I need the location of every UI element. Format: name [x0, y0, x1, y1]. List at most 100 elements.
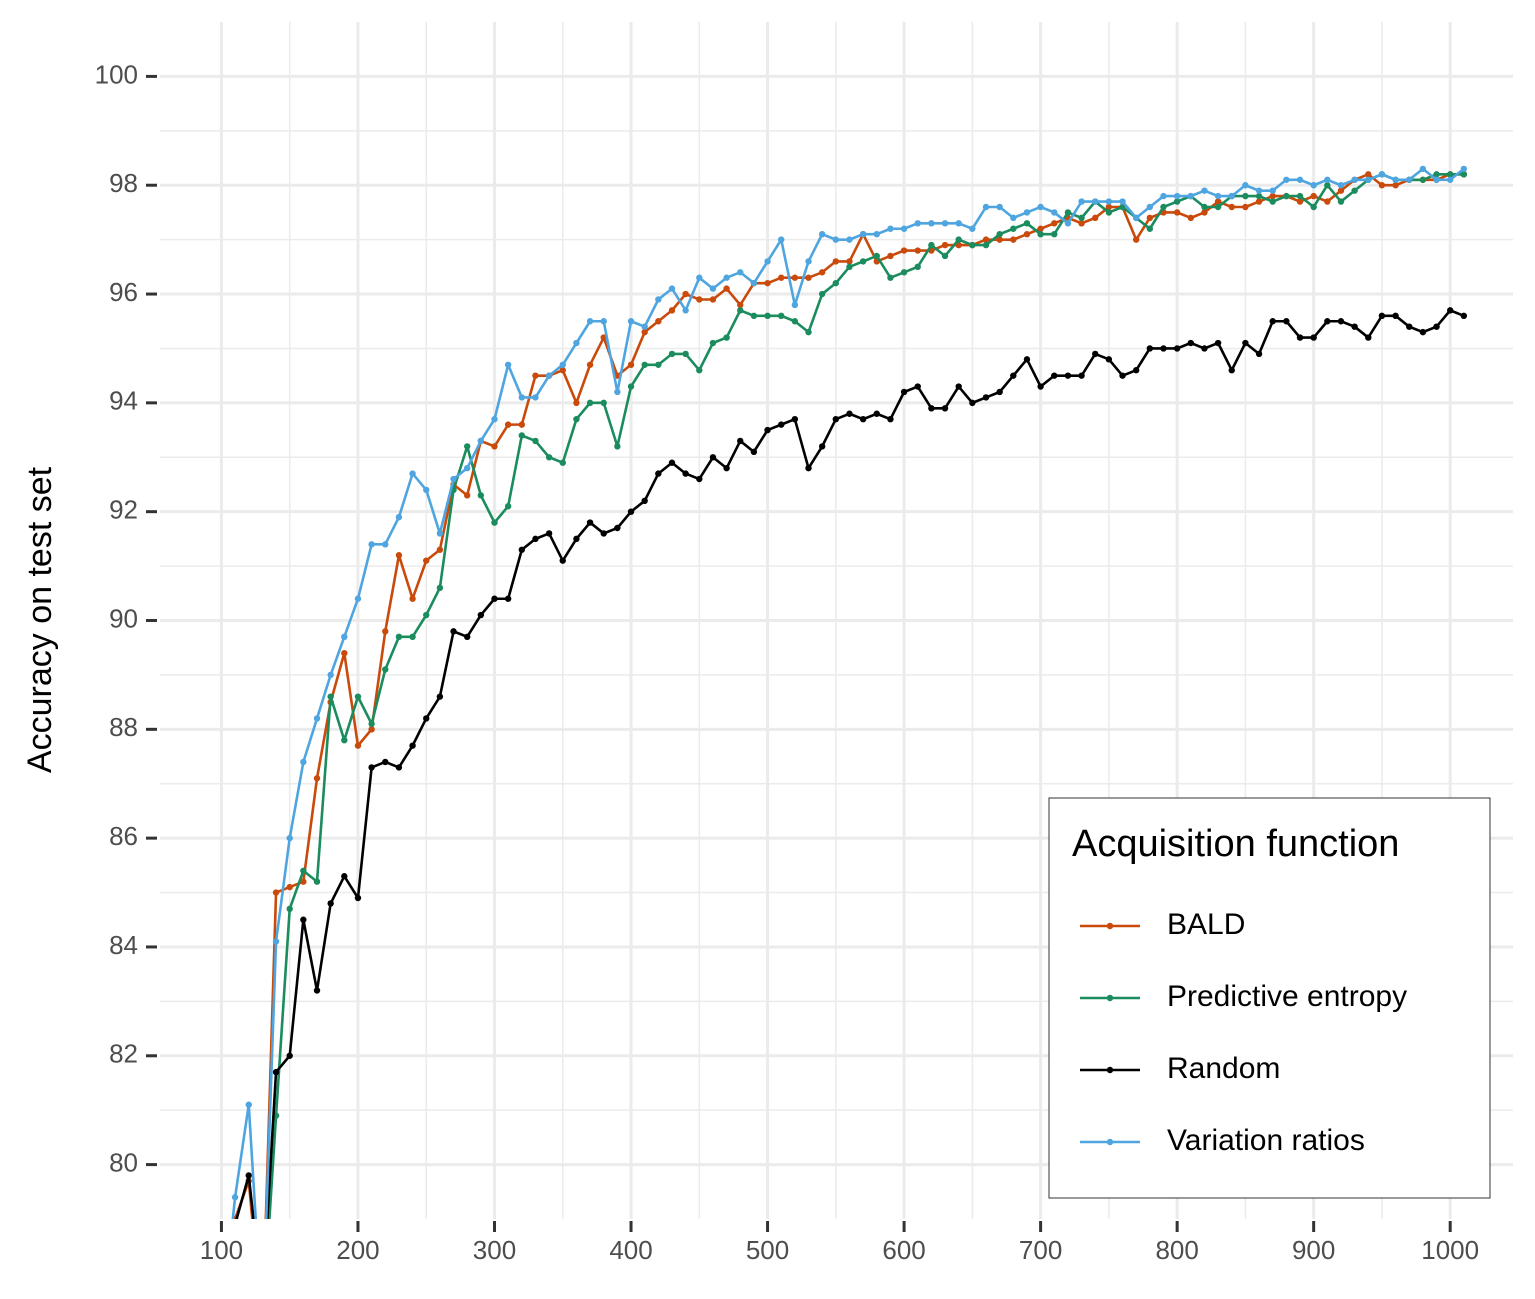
data-point: [1051, 372, 1058, 379]
data-point: [436, 546, 444, 553]
data-point: [1132, 367, 1140, 374]
data-point: [805, 258, 812, 265]
data-point: [641, 328, 648, 336]
data-point: [764, 258, 771, 265]
data-point: [1255, 350, 1263, 358]
data-point: [1460, 312, 1468, 320]
data-point: [1460, 171, 1468, 178]
data-point: [423, 715, 430, 722]
data-point: [559, 459, 566, 466]
data-point: [1051, 209, 1058, 216]
data-point: [341, 649, 348, 657]
data-point: [1037, 225, 1044, 232]
data-point: [1105, 356, 1113, 363]
data-point: [586, 318, 594, 325]
x-tick-label: 800: [1155, 1235, 1198, 1265]
x-tick-label: 900: [1292, 1235, 1335, 1265]
data-point: [614, 524, 621, 532]
data-point: [327, 900, 334, 907]
data-point: [627, 508, 635, 515]
data-point: [395, 552, 403, 559]
data-point: [791, 415, 799, 423]
data-point: [463, 464, 471, 472]
data-point: [300, 758, 307, 766]
data-point: [955, 383, 962, 390]
data-point: [1187, 214, 1194, 222]
data-point: [682, 290, 689, 298]
data-point: [1269, 198, 1276, 205]
data-point: [1146, 203, 1154, 211]
data-point: [914, 220, 921, 227]
data-point: [996, 203, 1003, 211]
data-point: [1365, 171, 1372, 178]
data-point: [1201, 187, 1208, 194]
data-point: [941, 252, 949, 260]
data-point: [1023, 209, 1031, 216]
data-point: [1105, 203, 1113, 211]
data-point: [1255, 198, 1263, 205]
data-point: [696, 296, 703, 303]
data-point: [1283, 318, 1290, 325]
data-point: [368, 541, 375, 548]
data-point: [900, 269, 908, 276]
data-point: [818, 290, 826, 298]
data-point: [1310, 192, 1317, 200]
x-tick-label: 200: [336, 1235, 379, 1265]
data-point: [805, 274, 812, 281]
data-point: [614, 443, 621, 450]
data-point: [750, 279, 758, 287]
data-point: [1173, 209, 1181, 216]
data-point: [1392, 182, 1399, 189]
data-point: [1324, 176, 1331, 183]
data-point: [641, 323, 648, 330]
legend-title: Acquisition function: [1072, 823, 1399, 865]
data-point: [341, 873, 348, 880]
y-tick-label: 80: [109, 1147, 138, 1177]
data-point: [832, 415, 840, 423]
data-point: [1092, 198, 1099, 205]
data-point: [696, 475, 703, 483]
data-point: [559, 361, 566, 368]
data-point: [1242, 203, 1249, 211]
y-tick-label: 86: [109, 821, 138, 851]
data-point: [1324, 198, 1331, 205]
data-point: [969, 399, 976, 407]
data-point: [1406, 323, 1413, 330]
data-point: [573, 535, 580, 543]
data-point: [1378, 182, 1386, 189]
data-point: [696, 367, 703, 374]
data-point: [600, 318, 607, 325]
data-point: [245, 1101, 252, 1108]
data-point: [900, 247, 908, 254]
data-point: [327, 693, 334, 700]
data-point: [655, 296, 662, 303]
data-point: [1337, 187, 1345, 194]
data-point: [1283, 192, 1290, 200]
data-point: [764, 426, 771, 434]
data-point: [559, 557, 566, 564]
data-point: [818, 443, 826, 450]
data-point: [272, 1068, 280, 1076]
data-point: [832, 236, 840, 243]
data-point: [764, 279, 771, 287]
data-point: [1296, 198, 1304, 205]
data-point: [1433, 171, 1440, 178]
data-point: [696, 274, 703, 281]
y-tick-label: 92: [109, 495, 138, 525]
data-point: [1433, 323, 1440, 330]
data-point: [586, 361, 594, 368]
data-point: [887, 252, 894, 260]
x-tick-label: 600: [882, 1235, 925, 1265]
data-point: [1365, 334, 1372, 341]
data-point: [463, 633, 471, 641]
data-point: [395, 513, 403, 521]
grid: [160, 22, 1513, 1219]
data-point: [1324, 182, 1331, 189]
data-point: [1446, 176, 1454, 183]
data-point: [313, 775, 321, 782]
x-tick-label: 500: [746, 1235, 789, 1265]
data-point: [463, 492, 471, 499]
data-point: [1242, 192, 1249, 200]
data-point: [1269, 192, 1276, 200]
data-point: [805, 328, 812, 336]
